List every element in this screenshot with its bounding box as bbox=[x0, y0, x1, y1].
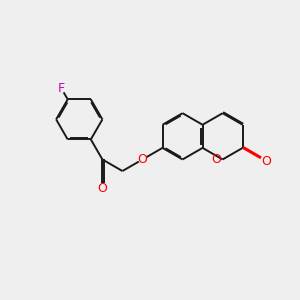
Text: O: O bbox=[212, 153, 221, 166]
Text: O: O bbox=[137, 153, 147, 166]
Text: F: F bbox=[58, 82, 65, 95]
Text: O: O bbox=[98, 182, 107, 195]
Text: O: O bbox=[261, 155, 271, 168]
